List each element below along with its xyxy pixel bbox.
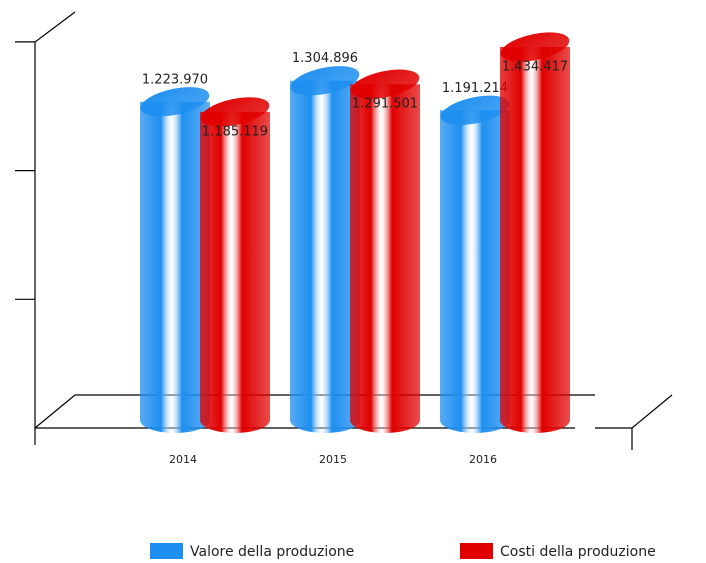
cylinder-body <box>290 80 360 433</box>
floor-right <box>595 394 673 429</box>
bar <box>440 95 510 433</box>
cylinder-body <box>200 111 270 434</box>
legend-label: Costi della produzione <box>500 544 656 560</box>
legend-swatch <box>150 543 183 559</box>
data-label: 1.304.896 <box>292 51 358 66</box>
cylinder-body <box>350 84 420 433</box>
data-label: 1.191.214 <box>442 81 508 96</box>
cylinder-body <box>500 47 570 434</box>
cylinder-top <box>440 95 510 125</box>
y-axis <box>34 11 76 428</box>
bar <box>350 69 420 433</box>
legend-label: Valore della produzione <box>190 544 354 560</box>
cylinder-top <box>140 87 210 117</box>
bar <box>200 97 270 434</box>
cylinder-top <box>350 69 420 99</box>
data-label: 1.434.417 <box>502 60 568 75</box>
cylinder-body <box>440 110 510 433</box>
data-label: 1.223.970 <box>142 72 208 87</box>
cylinder-top <box>200 97 270 127</box>
x-tick-label: 2014 <box>169 453 197 466</box>
x-tick-label: 2016 <box>469 453 497 466</box>
bar <box>140 87 210 434</box>
bar <box>290 66 360 433</box>
floor-back <box>34 394 595 429</box>
data-label: 1.291.501 <box>352 97 418 112</box>
bar <box>500 32 570 434</box>
x-tick-label: 2015 <box>319 453 347 466</box>
cylinder-top <box>500 32 570 62</box>
legend-swatch <box>460 543 493 559</box>
data-label: 1.185.119 <box>202 124 268 139</box>
cylinder-body <box>140 101 210 434</box>
cylinder-top <box>290 66 360 96</box>
